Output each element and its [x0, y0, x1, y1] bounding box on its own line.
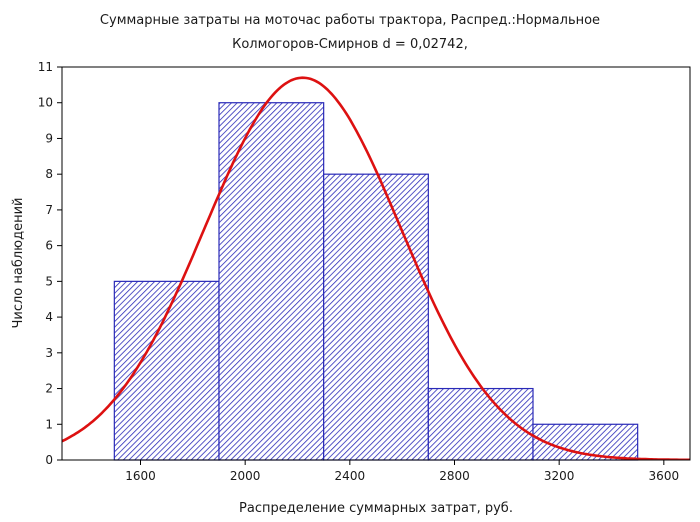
chart-subtitle: Колмогоров-Смирнов d = 0,02742, — [232, 37, 468, 52]
y-tick-label: 9 — [45, 131, 53, 145]
x-tick-label: 3200 — [544, 469, 575, 483]
y-tick-label: 0 — [45, 453, 53, 467]
plot-frame — [61, 66, 691, 461]
histogram-bar-2 — [218, 102, 325, 461]
y-tick-label: 4 — [45, 310, 53, 324]
y-tick-label: 7 — [45, 203, 53, 217]
normal-fit-curve — [62, 76, 690, 460]
y-tick-label: 10 — [38, 96, 53, 110]
y-tick-label: 6 — [45, 239, 53, 253]
y-tick-label: 5 — [45, 274, 53, 288]
chart-title: Суммарные затраты на моточас работы трак… — [99, 13, 601, 28]
x-axis-label: Распределение суммарных затрат, руб. — [239, 501, 513, 516]
y-tick-label: 8 — [45, 167, 53, 181]
y-axis-label: Число наблюдений — [11, 197, 26, 328]
x-tick-label: 2400 — [335, 469, 366, 483]
y-tick-label: 3 — [45, 346, 53, 360]
y-tick-label: 2 — [45, 382, 53, 396]
histogram-bar-3 — [323, 173, 429, 461]
x-tick-label: 2000 — [230, 469, 261, 483]
x-tick-label: 1600 — [125, 469, 156, 483]
histogram-bar-1 — [113, 280, 220, 461]
x-tick-label: 3600 — [649, 469, 680, 483]
y-tick-label: 1 — [45, 417, 53, 431]
x-tick-label: 2800 — [439, 469, 470, 483]
y-tick-label: 11 — [38, 60, 53, 74]
